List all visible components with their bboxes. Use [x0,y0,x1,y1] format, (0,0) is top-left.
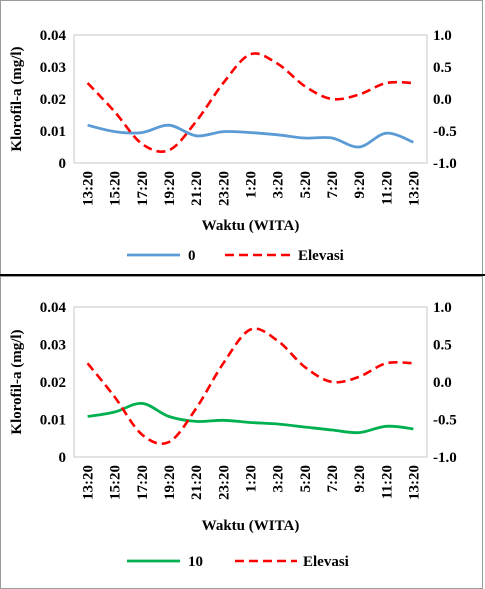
x-tick-label: 9:20 [352,465,368,493]
x-tick-label: 23:20 [216,465,232,500]
x-tick-label: 3:20 [271,171,287,199]
y2-tick-label: -0.5 [433,124,457,140]
x-tick-label: 13:20 [406,465,422,500]
y2-tick-label: -1.0 [433,450,457,466]
x-tick-label: 13:20 [406,171,422,206]
y2-tick-label: 0.5 [433,338,452,354]
legend-label-klorofil: 10 [188,554,203,570]
x-tick-label: 7:20 [325,465,341,493]
y-tick-label: 0 [59,156,67,172]
series-line-klorofil [87,401,414,435]
y-axis-title: Klorofil-a (mg/l) [9,46,25,151]
x-tick-label: 15:20 [108,465,124,500]
y-tick-label: 0.03 [40,338,66,354]
x-tick-label: 13:20 [81,465,97,500]
x-tick-label: 13:20 [81,171,97,206]
x-tick-label: 1:20 [244,171,260,199]
y-tick-label: 0.01 [40,124,66,140]
x-axis-title: Waktu (WITA) [202,218,300,234]
chart-panel-bottom [0,276,483,589]
x-tick-label: 1:20 [244,465,260,493]
x-tick-label: 19:20 [162,465,178,500]
x-axis-title: Waktu (WITA) [202,518,300,534]
x-tick-label: 17:20 [135,465,151,500]
chart-bottom: 0 0.01 0.02 0.03 0.04 1.0 0.5 0.0 -0.5 -1.0 13:20 1… [9,300,457,570]
x-tick-label: 9:20 [352,171,368,199]
legend-label-elevasi: Elevasi [298,248,344,264]
y-tick-label: 0.02 [40,92,66,108]
x-tick-label: 5:20 [298,171,314,199]
x-tick-label: 19:20 [162,171,178,206]
y-tick-label: 0.01 [40,413,66,429]
y2-tick-label: 0.5 [433,60,452,76]
y-tick-label: 0 [59,450,67,466]
x-tick-label: 21:20 [189,465,205,500]
x-tick-label: 17:20 [135,171,151,206]
x-tick-label: 23:20 [216,171,232,206]
chart-top: 0 0.01 0.02 0.03 0.04 1.0 0.5 0.0 -0.5 -1.0 13:20 1… [9,28,457,264]
y-axis-title: Klorofil-a (mg/l) [9,329,25,434]
y2-tick-label: -1.0 [433,156,457,172]
plot-area [73,306,428,458]
legend-label-elevasi: Elevasi [303,554,349,570]
y-tick-label: 0.04 [40,300,67,316]
series-line-elevasi [86,327,414,446]
x-tick-label: 7:20 [325,171,341,199]
y2-tick-label: -0.5 [433,413,457,429]
x-tick-label: 3:20 [271,465,287,493]
x-tick-label: 11:20 [379,465,395,499]
legend-label-klorofil: 0 [188,248,196,264]
y-tick-label: 0.04 [40,28,67,44]
y-tick-label: 0.03 [40,60,66,76]
x-tick-label: 15:20 [108,171,124,206]
series-line-elevasi [86,52,414,153]
y2-tick-label: 1.0 [433,300,452,316]
x-tick-label: 21:20 [189,171,205,206]
y2-tick-label: 0.0 [433,375,452,391]
panel-divider [0,274,485,276]
y2-tick-label: 1.0 [433,28,452,44]
x-tick-label: 5:20 [298,465,314,493]
y2-tick-label: 0.0 [433,92,452,108]
y-tick-label: 0.02 [40,375,66,391]
x-tick-label: 11:20 [379,171,395,205]
plot-area [73,34,428,164]
series-line-klorofil [87,123,414,149]
